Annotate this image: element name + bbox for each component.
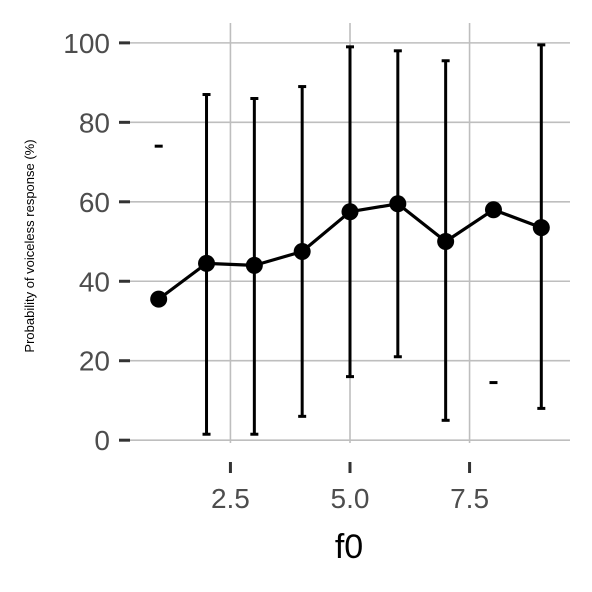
x-tick-label: 5.0 xyxy=(331,483,370,514)
data-point xyxy=(341,203,359,221)
data-point xyxy=(245,256,263,274)
x-tick-label: 2.5 xyxy=(211,483,250,514)
y-axis-title: Probability of voiceless response (%) xyxy=(22,139,37,352)
data-point xyxy=(484,201,502,219)
y-tick-label: 20 xyxy=(79,346,110,377)
data-point xyxy=(437,233,455,251)
data-points xyxy=(150,195,550,308)
data-point xyxy=(198,254,216,272)
y-tick-label: 40 xyxy=(79,266,110,297)
x-tick-label: 7.5 xyxy=(450,483,489,514)
y-tick-label: 60 xyxy=(79,187,110,218)
axis-ticks xyxy=(119,41,472,473)
data-point xyxy=(293,242,311,260)
error-bars xyxy=(154,43,546,436)
data-point xyxy=(389,195,407,213)
tick-labels: 0 20 40 60 80 100 2.5 5.0 7.5 xyxy=(63,28,489,514)
data-point xyxy=(532,219,550,237)
y-tick-label: 0 xyxy=(94,425,110,456)
y-tick-label: 80 xyxy=(79,107,110,138)
y-tick-label: 100 xyxy=(63,28,110,59)
x-axis-title: f0 xyxy=(335,528,363,566)
data-point xyxy=(150,290,168,308)
